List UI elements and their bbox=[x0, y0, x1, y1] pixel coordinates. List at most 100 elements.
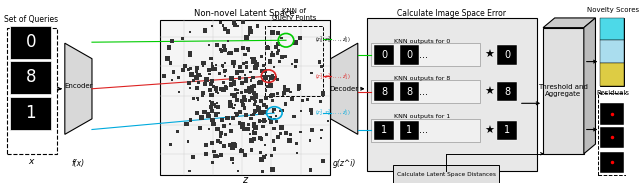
Bar bbox=[226, 29, 230, 34]
Bar bbox=[212, 150, 216, 154]
Bar bbox=[221, 81, 225, 84]
Bar bbox=[223, 87, 225, 89]
Bar bbox=[244, 81, 246, 83]
Bar bbox=[265, 133, 268, 136]
Bar bbox=[280, 55, 284, 59]
Bar bbox=[273, 147, 276, 151]
Bar bbox=[253, 109, 257, 112]
Bar bbox=[189, 87, 191, 89]
Bar bbox=[266, 134, 268, 136]
Bar bbox=[257, 105, 259, 108]
Bar bbox=[252, 91, 256, 95]
Bar bbox=[188, 53, 193, 57]
Bar bbox=[231, 116, 235, 120]
Text: ★: ★ bbox=[484, 125, 495, 135]
Bar bbox=[276, 31, 280, 35]
Bar bbox=[284, 131, 288, 134]
Bar bbox=[271, 51, 273, 53]
Bar bbox=[221, 88, 226, 92]
Bar bbox=[264, 120, 267, 122]
Bar bbox=[243, 153, 247, 157]
Bar bbox=[216, 105, 220, 109]
Bar bbox=[209, 82, 213, 86]
Text: Decoder: Decoder bbox=[330, 86, 359, 92]
Bar bbox=[254, 62, 259, 67]
Polygon shape bbox=[331, 43, 358, 134]
Bar bbox=[235, 70, 239, 75]
Bar bbox=[219, 135, 221, 138]
Bar bbox=[270, 167, 275, 172]
Bar bbox=[276, 49, 280, 52]
Bar bbox=[183, 64, 188, 68]
Bar bbox=[300, 110, 302, 112]
Bar bbox=[326, 120, 329, 122]
Bar bbox=[282, 91, 286, 95]
Text: x: x bbox=[28, 157, 33, 166]
Bar bbox=[284, 55, 287, 58]
Bar bbox=[276, 51, 280, 55]
Bar bbox=[160, 20, 330, 175]
Bar bbox=[210, 109, 214, 113]
Bar bbox=[170, 79, 173, 81]
Bar bbox=[260, 55, 262, 58]
Bar bbox=[234, 88, 237, 91]
Bar bbox=[250, 85, 253, 89]
Bar bbox=[168, 61, 172, 65]
Bar bbox=[600, 18, 623, 40]
Bar bbox=[255, 109, 258, 112]
Bar bbox=[223, 48, 227, 52]
Text: $(z_1^1, z_1^2,...,z_1^k)$: $(z_1^1, z_1^2,...,z_1^k)$ bbox=[315, 71, 351, 82]
Bar bbox=[296, 152, 298, 154]
Bar bbox=[209, 57, 213, 60]
Bar bbox=[271, 99, 274, 102]
Text: 0: 0 bbox=[406, 50, 412, 60]
Bar bbox=[282, 93, 284, 96]
Bar bbox=[241, 103, 244, 107]
Bar bbox=[230, 146, 235, 151]
Text: 8: 8 bbox=[504, 87, 510, 97]
Bar bbox=[230, 93, 233, 96]
Bar bbox=[216, 102, 218, 104]
Bar bbox=[250, 79, 252, 82]
Bar bbox=[309, 168, 312, 171]
Bar bbox=[265, 26, 323, 96]
Bar bbox=[211, 24, 213, 27]
Bar bbox=[189, 72, 194, 77]
Bar bbox=[252, 59, 255, 64]
Bar bbox=[234, 104, 236, 106]
Bar bbox=[266, 85, 269, 88]
Bar bbox=[247, 86, 251, 90]
Bar bbox=[232, 107, 235, 109]
Bar bbox=[249, 71, 252, 73]
Bar bbox=[240, 91, 243, 94]
Bar bbox=[206, 114, 211, 118]
Bar bbox=[283, 88, 287, 92]
Bar bbox=[272, 108, 276, 111]
Bar bbox=[167, 45, 172, 50]
Bar bbox=[283, 85, 286, 89]
Bar bbox=[371, 80, 480, 103]
Bar bbox=[250, 96, 254, 100]
Bar bbox=[230, 82, 234, 85]
Bar bbox=[259, 99, 263, 103]
Bar bbox=[253, 111, 256, 114]
Bar bbox=[228, 143, 232, 147]
Bar bbox=[204, 82, 207, 86]
Bar bbox=[252, 76, 255, 79]
Bar bbox=[244, 113, 248, 117]
Bar bbox=[259, 157, 264, 162]
Bar bbox=[253, 125, 258, 130]
Bar bbox=[224, 62, 227, 64]
Bar bbox=[225, 116, 230, 120]
Bar bbox=[278, 60, 281, 63]
Bar bbox=[237, 76, 241, 80]
Bar bbox=[252, 113, 255, 116]
Bar bbox=[187, 81, 191, 85]
Text: Novelty Scores: Novelty Scores bbox=[587, 7, 639, 13]
Bar bbox=[222, 144, 226, 148]
Bar bbox=[258, 119, 261, 123]
Bar bbox=[256, 108, 259, 111]
Text: KNN outputs for 0: KNN outputs for 0 bbox=[394, 39, 450, 44]
Text: f(x): f(x) bbox=[72, 159, 85, 168]
Text: KNN outputs for 1: KNN outputs for 1 bbox=[394, 114, 450, 119]
